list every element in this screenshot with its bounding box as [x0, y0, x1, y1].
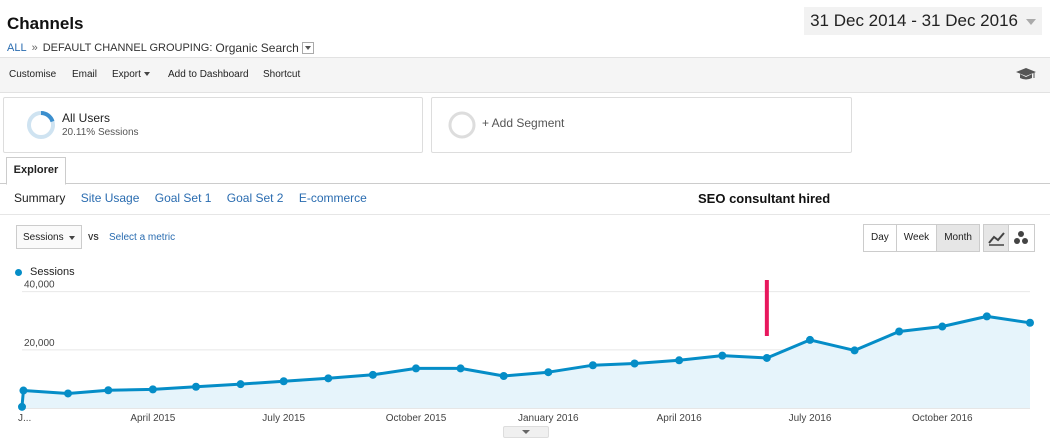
data-point — [368, 370, 377, 379]
data-point — [1026, 318, 1034, 327]
motion-chart-button[interactable] — [1009, 225, 1034, 251]
x-tick-label: October 2015 — [386, 413, 447, 424]
data-point — [895, 327, 904, 336]
annotation-label: SEO consultant hired — [698, 191, 831, 206]
data-point — [544, 368, 553, 377]
x-tick-label: July 2016 — [789, 413, 832, 424]
month-button[interactable]: Month — [937, 225, 979, 251]
subtab-goal-set-1[interactable]: Goal Set 1 — [154, 191, 212, 205]
data-point — [805, 335, 814, 344]
day-button[interactable]: Day — [864, 225, 897, 251]
subtab-ecommerce[interactable]: E-commerce — [298, 191, 367, 205]
data-point — [64, 389, 73, 398]
chevron-down-icon — [69, 236, 75, 240]
sessions-area — [22, 316, 1030, 408]
data-point — [279, 377, 288, 386]
tab-bar-line — [0, 183, 1050, 184]
segment-ring-icon — [27, 111, 55, 139]
legend-label: Sessions — [30, 266, 75, 278]
email-button[interactable]: Email — [72, 69, 98, 80]
x-tick-label: January 2016 — [518, 413, 579, 424]
segment-all-users[interactable]: All Users 20.11% Sessions — [3, 97, 423, 153]
y-tick-label: 20,000 — [24, 338, 55, 349]
customise-button[interactable]: Customise — [9, 69, 57, 80]
add-segment-button[interactable]: + Add Segment — [431, 97, 852, 153]
explorer-subtabs: Summary Site Usage Goal Set 1 Goal Set 2… — [14, 191, 379, 205]
data-point — [718, 351, 727, 360]
data-point — [324, 374, 333, 383]
data-point — [850, 346, 859, 355]
x-tick-label: April 2015 — [130, 413, 175, 424]
granularity-toggle: Day Week Month — [863, 224, 980, 252]
data-point — [411, 364, 420, 373]
metric-select[interactable]: Sessions — [16, 225, 82, 249]
chart-scroll-handle[interactable] — [503, 426, 549, 438]
data-point — [191, 382, 200, 391]
date-range-text: 31 Dec 2014 - 31 Dec 2016 — [810, 11, 1018, 30]
export-label: Export — [112, 69, 141, 80]
subtab-summary[interactable]: Summary — [14, 191, 66, 205]
add-segment-label: + Add Segment — [482, 116, 565, 130]
bubbles-icon — [1014, 231, 1028, 244]
data-point — [104, 386, 113, 395]
export-button[interactable]: Export — [112, 69, 150, 80]
subtab-goal-set-2[interactable]: Goal Set 2 — [226, 191, 284, 205]
data-point — [588, 361, 597, 370]
sessions-chart: 20,000 40,000 J... April 2015 July 2015 Octo… — [18, 280, 1034, 424]
breadcrumb: ALL » DEFAULT CHANNEL GROUPING: Organic … — [7, 41, 314, 55]
shortcut-button[interactable]: Shortcut — [263, 69, 301, 80]
x-tick-label: July 2015 — [262, 413, 305, 424]
report-toolbar: Customise Email Export Add to Dashboard … — [0, 57, 1050, 93]
divider — [0, 214, 1050, 215]
legend-swatch — [15, 268, 22, 276]
data-point — [18, 402, 26, 411]
line-chart-icon — [988, 232, 1005, 246]
data-point — [19, 386, 28, 395]
data-point — [982, 312, 991, 321]
y-tick-label: 40,000 — [24, 280, 55, 291]
data-point — [630, 359, 639, 368]
chart-legend: Sessions — [15, 266, 75, 278]
metric-select-value: Sessions — [23, 232, 64, 243]
segment-name: All Users — [62, 111, 111, 125]
select-metric-link[interactable]: Select a metric — [109, 232, 176, 243]
x-tick-label: April 2016 — [657, 413, 702, 424]
tab-explorer[interactable]: Explorer — [6, 157, 66, 185]
page-title: Channels — [7, 14, 84, 33]
date-range-picker[interactable]: 31 Dec 2014 - 31 Dec 2016 — [804, 7, 1042, 35]
empty-ring-icon — [448, 111, 476, 139]
breadcrumb-dropdown-button[interactable] — [301, 42, 314, 54]
y-axis-labels: 20,000 40,000 — [24, 280, 55, 349]
data-point — [762, 353, 771, 362]
segment-subtitle: 20.11% Sessions — [62, 127, 139, 138]
data-point — [456, 364, 465, 373]
breadcrumb-grouping-value: Organic Search — [215, 41, 299, 55]
x-axis-labels: J... April 2015 July 2015 October 2015 Janua… — [18, 413, 973, 424]
line-chart-button[interactable] — [984, 225, 1009, 251]
data-point — [148, 385, 157, 394]
x-tick-label: October 2016 — [912, 413, 973, 424]
breadcrumb-grouping-label: DEFAULT CHANNEL GROUPING: — [42, 42, 213, 54]
vs-label: VS — [88, 233, 99, 242]
data-point — [938, 322, 947, 331]
data-point — [236, 380, 245, 389]
subtab-site-usage[interactable]: Site Usage — [80, 191, 140, 205]
breadcrumb-all-link[interactable]: ALL — [7, 42, 27, 54]
data-point — [675, 356, 684, 365]
chevron-down-icon — [1026, 19, 1036, 25]
breadcrumb-separator: » — [31, 42, 38, 54]
add-to-dashboard-button[interactable]: Add to Dashboard — [168, 69, 249, 80]
chart-type-toggle — [983, 224, 1035, 252]
sessions-points — [18, 312, 1034, 411]
graduation-cap-icon[interactable] — [1016, 67, 1036, 81]
chevron-down-icon — [143, 72, 150, 77]
data-point — [499, 372, 508, 380]
x-tick-label: J... — [18, 413, 31, 424]
week-button[interactable]: Week — [897, 225, 938, 251]
